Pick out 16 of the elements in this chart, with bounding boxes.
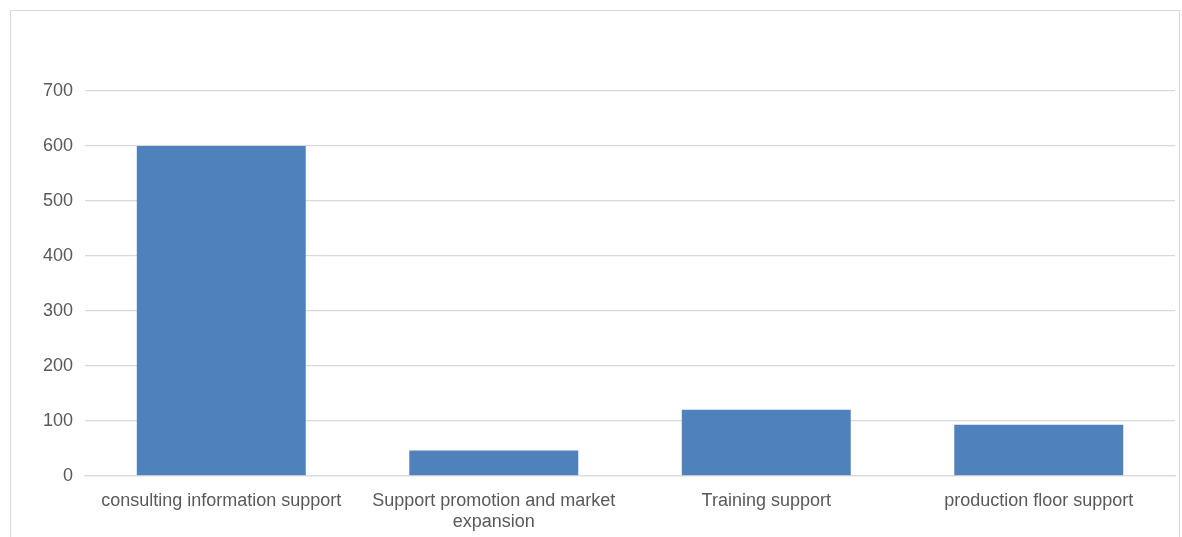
y-tick-label: 500 (42, 189, 74, 210)
y-tick-label: 400 (42, 244, 74, 265)
y-tick-label: 600 (42, 134, 74, 155)
x-tick-label: Training support (701, 489, 831, 510)
x-tick-label: production floor support (944, 489, 1134, 510)
bar (954, 424, 1124, 476)
bar (409, 450, 579, 476)
y-tick-label: 300 (42, 299, 74, 320)
y-tick-label: 700 (42, 79, 74, 100)
y-tick-label: 100 (42, 409, 74, 430)
y-tick-label: 0 (63, 464, 74, 485)
y-tick-label: 200 (42, 354, 74, 375)
x-tick-label: consulting information support (101, 489, 342, 510)
bar (136, 145, 306, 476)
x-tick-label: Support promotion and market expansion (372, 489, 616, 532)
bar (681, 409, 851, 476)
